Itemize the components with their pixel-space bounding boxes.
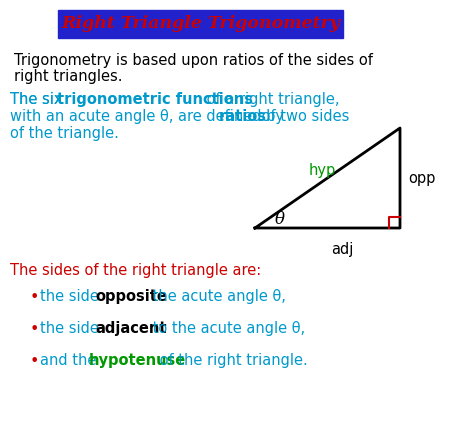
Text: •: • — [30, 354, 40, 369]
Text: the side: the side — [40, 289, 104, 304]
Text: θ: θ — [275, 210, 285, 228]
Text: ratios: ratios — [219, 109, 267, 124]
Text: The six: The six — [10, 92, 67, 107]
Text: right triangles.: right triangles. — [14, 69, 122, 84]
Text: adj: adj — [331, 242, 354, 257]
Bar — [58, 10, 343, 38]
Text: and the: and the — [40, 353, 101, 368]
Text: with an acute angle θ, are defined by: with an acute angle θ, are defined by — [10, 109, 288, 124]
Text: to the acute angle θ,: to the acute angle θ, — [148, 321, 305, 336]
Text: hypotenuse: hypotenuse — [89, 353, 186, 368]
Text: of the right triangle.: of the right triangle. — [155, 353, 307, 368]
Text: The six: The six — [10, 92, 67, 107]
Text: the acute angle θ,: the acute angle θ, — [148, 289, 286, 304]
Text: adjacent: adjacent — [95, 321, 166, 336]
Text: The sides of the right triangle are:: The sides of the right triangle are: — [10, 263, 261, 278]
Text: •: • — [30, 290, 40, 305]
Text: opposite: opposite — [95, 289, 167, 304]
Text: the side: the side — [40, 321, 104, 336]
Text: of the triangle.: of the triangle. — [10, 126, 119, 141]
Text: trigonometric functions: trigonometric functions — [57, 92, 253, 107]
Text: of two sides: of two sides — [257, 109, 349, 124]
Text: of a right triangle,: of a right triangle, — [202, 92, 339, 107]
Text: •: • — [30, 322, 40, 337]
Text: hyp: hyp — [309, 163, 336, 178]
Text: opp: opp — [408, 171, 436, 186]
Text: Trigonometry is based upon ratios of the sides of: Trigonometry is based upon ratios of the… — [14, 53, 373, 68]
Text: Right Triangle Trigonometry: Right Triangle Trigonometry — [61, 15, 340, 33]
